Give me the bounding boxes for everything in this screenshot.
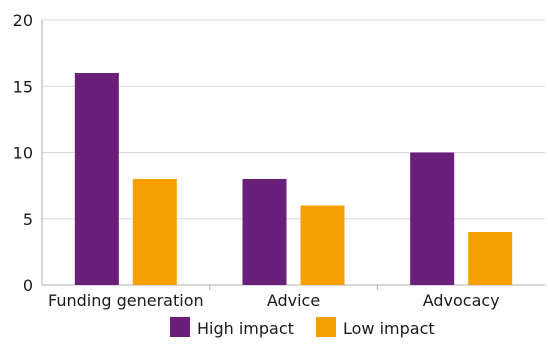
legend-swatch xyxy=(316,317,336,337)
bar-high-impact xyxy=(242,179,287,285)
legend-label: High impact xyxy=(197,319,294,338)
legend-swatch xyxy=(170,317,190,337)
grid-lines xyxy=(41,19,545,286)
bar-low-impact xyxy=(132,179,177,285)
bars xyxy=(74,73,513,285)
x-axis: Funding generation Advice Advocacy xyxy=(48,285,500,310)
x-tick-label: Funding generation xyxy=(48,291,204,310)
y-tick-label: 15 xyxy=(13,77,33,96)
x-tick-label: Advice xyxy=(267,291,320,310)
bar-low-impact xyxy=(468,232,513,285)
bar-high-impact xyxy=(74,73,119,285)
y-tick-label: 5 xyxy=(23,210,33,229)
y-tick-label: 20 xyxy=(13,11,33,30)
bar-high-impact xyxy=(410,152,455,285)
y-tick-label: 0 xyxy=(23,276,33,295)
y-tick-label: 10 xyxy=(13,144,33,163)
bar-low-impact xyxy=(300,205,345,285)
legend: High impact Low impact xyxy=(170,317,435,338)
x-tick-label: Advocacy xyxy=(423,291,500,310)
y-axis: 0 5 10 15 20 xyxy=(13,11,33,295)
legend-label: Low impact xyxy=(343,319,435,338)
